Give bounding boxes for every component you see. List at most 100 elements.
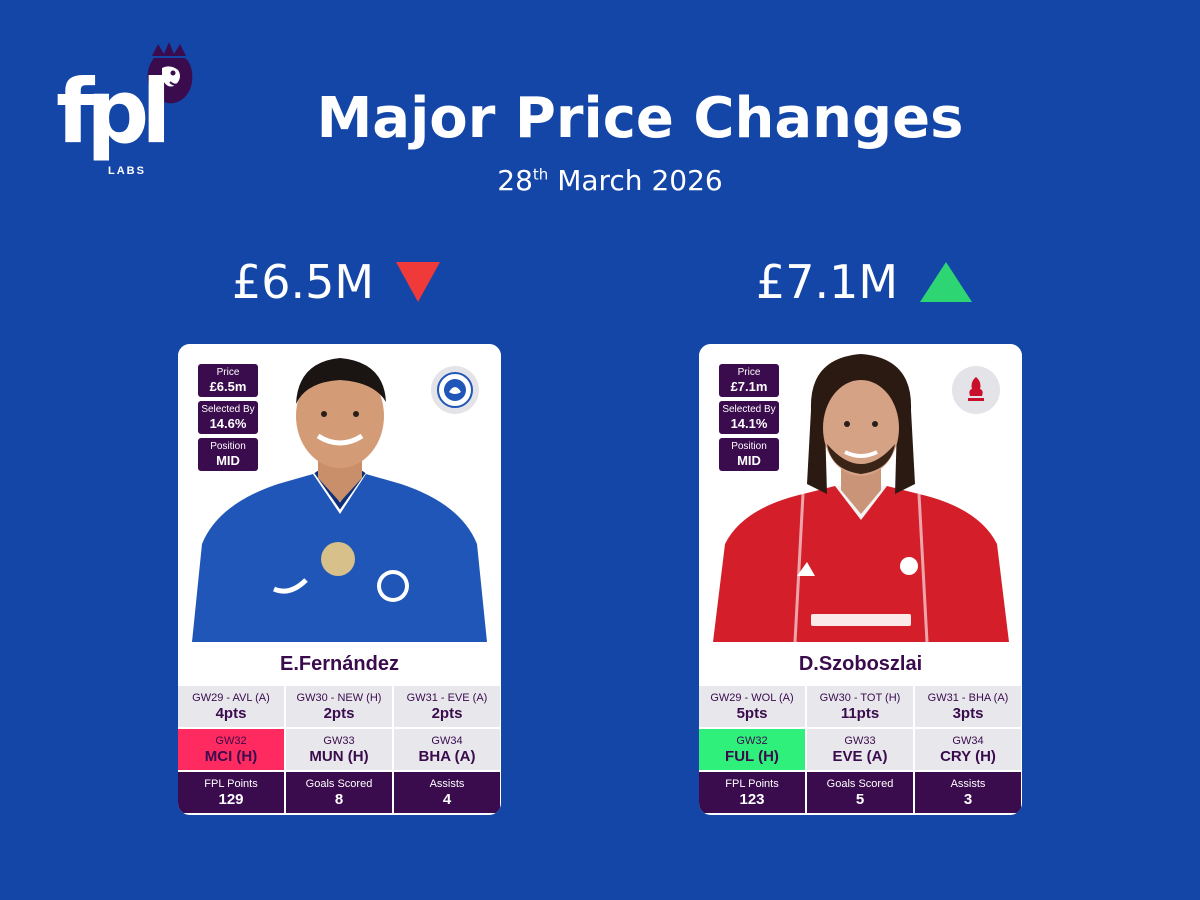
logo-subtitle: LABS <box>108 165 146 177</box>
gameweek-label: GW31 - BHA (A) <box>927 691 1009 704</box>
date-suffix: th <box>532 165 549 184</box>
fixture-cell: GW33 MUN (H) <box>286 729 392 770</box>
price-tag-value: £7.1m <box>730 379 768 394</box>
lion-crest-icon <box>147 42 193 104</box>
gameweek-label: GW29 - AVL (A) <box>192 691 270 704</box>
position-label: Position <box>210 441 246 452</box>
gameweek-points: 3pts <box>952 704 984 722</box>
chelsea-crest-icon <box>437 372 473 408</box>
gameweek-label: GW30 - NEW (H) <box>296 691 382 704</box>
fixture-opponent: CRY (H) <box>940 747 996 765</box>
total-value: 3 <box>963 790 973 808</box>
fixture-opponent: BHA (A) <box>418 747 476 765</box>
upcoming-fixtures-row: GW32 MCI (H) GW33 MUN (H) GW34 BHA (A) <box>178 729 501 770</box>
past-gameweeks-row: GW29 - AVL (A) 4pts GW30 - NEW (H) 2pts … <box>178 686 501 727</box>
position-value: MID <box>216 453 240 468</box>
price-tag-value: £6.5m <box>209 379 247 394</box>
price-change-fernandez: £6.5M <box>232 252 441 312</box>
total-cell: FPL Points 129 <box>178 772 284 813</box>
fixture-gameweek: GW32 <box>736 734 768 747</box>
total-label: Assists <box>950 777 986 790</box>
player-card-szoboszlai: Price £7.1m Selected By 14.1% Position M… <box>699 344 1022 815</box>
position-label: Position <box>731 441 767 452</box>
fixture-gameweek: GW34 <box>952 734 984 747</box>
past-gameweek-cell: GW29 - AVL (A) 4pts <box>178 686 284 727</box>
selected-by-label: Selected By <box>201 404 255 415</box>
gameweek-points: 11pts <box>840 704 880 722</box>
price-tag-label: Price <box>737 367 761 378</box>
player-stats-grid: GW29 - WOL (A) 5pts GW30 - TOT (H) 11pts… <box>699 686 1022 815</box>
total-label: Goals Scored <box>826 777 894 790</box>
position-tag: Position MID <box>719 438 779 471</box>
fixture-opponent: MCI (H) <box>204 747 258 765</box>
total-value: 123 <box>739 790 765 808</box>
total-label: FPL Points <box>204 777 258 790</box>
fixture-gameweek: GW33 <box>323 734 355 747</box>
date-rest: March 2026 <box>548 164 723 197</box>
selected-by-tag: Selected By 14.6% <box>198 401 258 434</box>
player-name: E.Fernández <box>178 642 501 686</box>
gameweek-label: GW29 - WOL (A) <box>710 691 794 704</box>
gameweek-label: GW31 - EVE (A) <box>406 691 488 704</box>
fixture-cell: GW33 EVE (A) <box>807 729 913 770</box>
past-gameweeks-row: GW29 - WOL (A) 5pts GW30 - TOT (H) 11pts… <box>699 686 1022 727</box>
season-totals-row: FPL Points 129 Goals Scored 8 Assists 4 <box>178 772 501 813</box>
gameweek-points: 4pts <box>215 704 247 722</box>
player-name: D.Szoboszlai <box>699 642 1022 686</box>
club-badge <box>431 366 479 414</box>
fixture-cell-difficult: GW32 MCI (H) <box>178 729 284 770</box>
player-stats-grid: GW29 - AVL (A) 4pts GW30 - NEW (H) 2pts … <box>178 686 501 815</box>
total-value: 8 <box>334 790 344 808</box>
total-value: 4 <box>442 790 452 808</box>
total-cell: FPL Points 123 <box>699 772 805 813</box>
past-gameweek-cell: GW31 - EVE (A) 2pts <box>394 686 500 727</box>
upcoming-fixtures-row: GW32 FUL (H) GW33 EVE (A) GW34 CRY (H) <box>699 729 1022 770</box>
selected-by-value: 14.6% <box>209 416 247 431</box>
total-cell: Assists 3 <box>915 772 1021 813</box>
fixture-opponent: EVE (A) <box>832 747 888 765</box>
total-cell: Goals Scored 8 <box>286 772 392 813</box>
page-date: 28th March 2026 <box>0 164 1200 197</box>
total-label: Goals Scored <box>305 777 373 790</box>
new-price: £7.1M <box>756 255 899 309</box>
fpl-labs-logo: fpl LABS <box>52 40 202 190</box>
past-gameweek-cell: GW29 - WOL (A) 5pts <box>699 686 805 727</box>
liverpool-crest-icon <box>968 377 984 401</box>
total-value: 5 <box>855 790 865 808</box>
total-label: FPL Points <box>725 777 779 790</box>
total-cell: Assists 4 <box>394 772 500 813</box>
selected-by-tag: Selected By 14.1% <box>719 401 779 434</box>
club-badge <box>952 366 1000 414</box>
fixture-gameweek: GW32 <box>215 734 247 747</box>
selected-by-value: 14.1% <box>730 416 768 431</box>
price-change-szoboszlai: £7.1M <box>756 252 973 312</box>
position-value: MID <box>737 453 761 468</box>
position-tag: Position MID <box>198 438 258 471</box>
season-totals-row: FPL Points 123 Goals Scored 5 Assists 3 <box>699 772 1022 813</box>
player-stat-tags: Price £6.5m Selected By 14.6% Position M… <box>198 364 258 471</box>
fixture-cell-easy: GW32 FUL (H) <box>699 729 805 770</box>
fixture-cell: GW34 CRY (H) <box>915 729 1021 770</box>
new-price: £6.5M <box>232 255 375 309</box>
date-day: 28 <box>497 164 533 197</box>
page-title: Major Price Changes <box>316 86 964 151</box>
player-stat-tags: Price £7.1m Selected By 14.1% Position M… <box>719 364 779 471</box>
past-gameweek-cell: GW31 - BHA (A) 3pts <box>915 686 1021 727</box>
fixture-gameweek: GW34 <box>431 734 463 747</box>
price-tag-label: Price <box>216 367 240 378</box>
fixture-opponent: MUN (H) <box>309 747 369 765</box>
logo-wordmark: fpl <box>56 60 171 163</box>
fixture-gameweek: GW33 <box>844 734 876 747</box>
total-label: Assists <box>429 777 465 790</box>
fixture-opponent: FUL (H) <box>725 747 779 765</box>
gameweek-points: 2pts <box>431 704 463 722</box>
selected-by-label: Selected By <box>722 404 776 415</box>
gameweek-points: 5pts <box>736 704 768 722</box>
past-gameweek-cell: GW30 - NEW (H) 2pts <box>286 686 392 727</box>
gameweek-label: GW30 - TOT (H) <box>819 691 901 704</box>
total-cell: Goals Scored 5 <box>807 772 913 813</box>
price-down-arrow-icon <box>396 262 441 302</box>
past-gameweek-cell: GW30 - TOT (H) 11pts <box>807 686 913 727</box>
price-tag: Price £7.1m <box>719 364 779 397</box>
gameweek-points: 2pts <box>323 704 355 722</box>
